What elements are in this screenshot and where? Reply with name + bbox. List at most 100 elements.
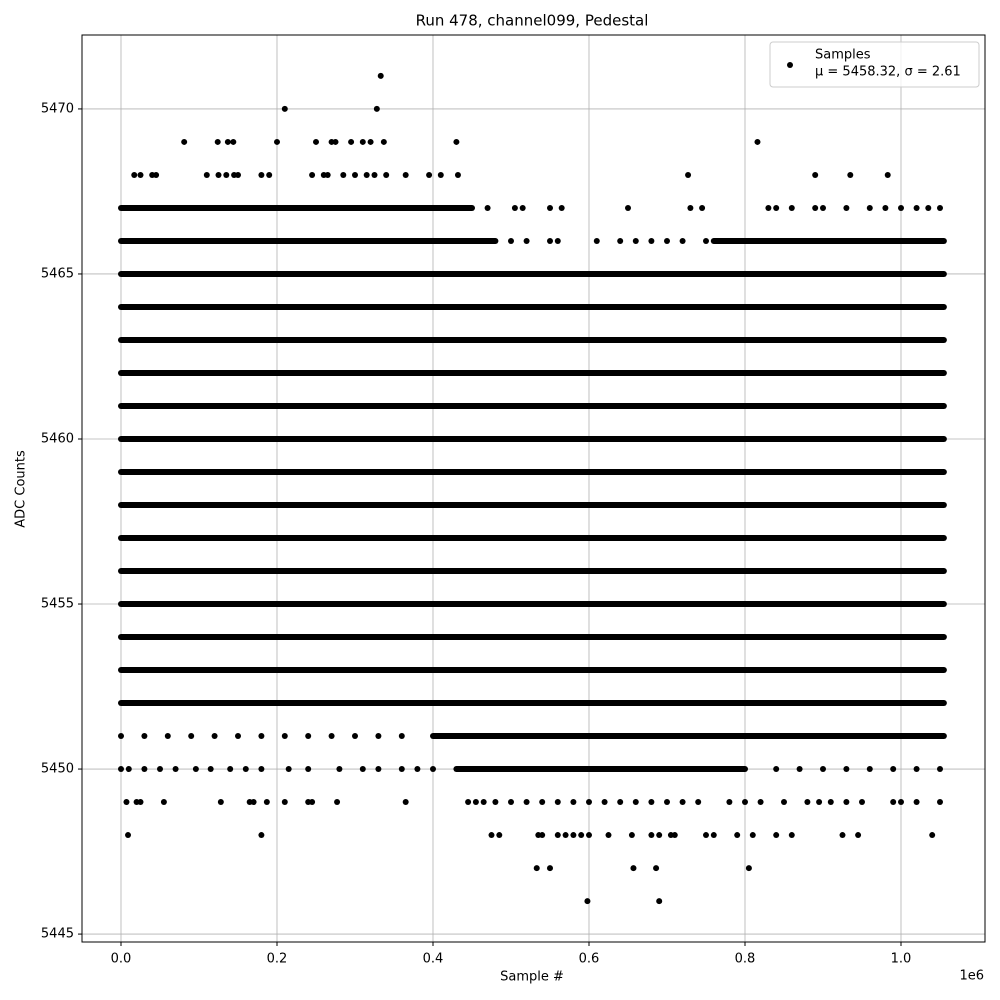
point [679,237,686,244]
point [203,171,210,178]
point [632,237,639,244]
point [578,832,585,839]
point [125,766,132,773]
point [745,865,752,872]
point [398,733,405,740]
point [375,733,382,740]
point [773,832,780,839]
point [258,171,265,178]
point [554,832,561,839]
point [773,204,780,211]
legend-label: Samples [815,48,871,63]
point [741,799,748,806]
point [734,832,741,839]
x-tick-label: 0.8 [735,952,756,967]
y-axis-label: ADC Counts [14,450,29,528]
point [702,832,709,839]
point [539,799,546,806]
point [648,799,655,806]
point [511,204,518,211]
point [305,766,312,773]
point [819,204,826,211]
point [234,171,241,178]
point [137,799,144,806]
point [558,204,565,211]
point [617,799,624,806]
point [215,171,222,178]
point [726,799,733,806]
point [141,733,148,740]
point [507,799,514,806]
point [324,171,331,178]
point [334,799,341,806]
point [685,171,692,178]
point [488,832,495,839]
point [371,171,378,178]
point [332,138,339,145]
point [812,204,819,211]
point [123,799,130,806]
point [630,865,637,872]
point [624,204,631,211]
point [699,204,706,211]
point [936,766,943,773]
point [351,733,358,740]
point [788,204,795,211]
point [812,171,819,178]
point [816,799,823,806]
point [181,138,188,145]
point [359,766,366,773]
point [687,204,694,211]
point [230,138,237,145]
point [214,138,221,145]
point [192,766,199,773]
y-tick-label: 5445 [41,927,74,942]
point [383,171,390,178]
point [426,171,433,178]
point [273,138,280,145]
point [153,171,160,178]
point [429,766,436,773]
point [141,766,148,773]
plot-area [117,72,947,905]
point [890,799,897,806]
point [804,799,811,806]
point [223,171,230,178]
x-tick-label: 0.0 [111,952,132,967]
point [913,766,920,773]
point [925,204,932,211]
point [519,204,526,211]
point [377,72,384,79]
point [224,138,231,145]
point [695,799,702,806]
point [285,766,292,773]
point [211,733,218,740]
point [207,766,214,773]
point [472,799,479,806]
point [402,171,409,178]
point [380,138,387,145]
point [373,105,380,112]
point [160,799,167,806]
point [523,799,530,806]
point [843,766,850,773]
point [663,799,670,806]
point [929,832,936,839]
point [454,171,461,178]
point [309,171,316,178]
point [258,832,265,839]
x-axis-label: Sample # [500,970,564,985]
point [340,171,347,178]
point [617,237,624,244]
point [227,766,234,773]
point [585,832,592,839]
point [465,799,472,806]
point [539,832,546,839]
point [398,766,405,773]
point [765,204,772,211]
point [562,832,569,839]
point [656,832,663,839]
point [601,799,608,806]
